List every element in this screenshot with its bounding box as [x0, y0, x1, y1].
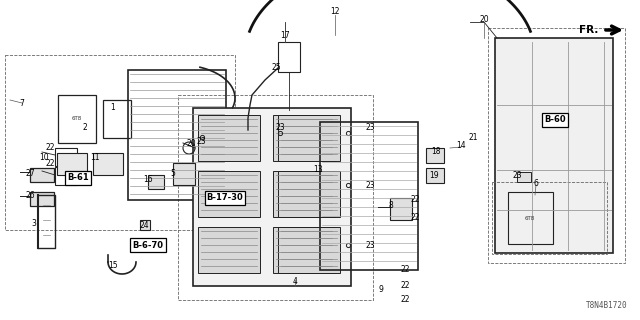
- Text: 22: 22: [410, 196, 420, 204]
- Text: 2: 2: [83, 124, 88, 132]
- Bar: [173, 163, 195, 185]
- Bar: [128, 70, 226, 200]
- Bar: [273, 171, 335, 217]
- Text: 23: 23: [365, 241, 375, 250]
- Text: B-17-30: B-17-30: [207, 194, 243, 203]
- Bar: [193, 108, 351, 286]
- Text: 18: 18: [431, 148, 441, 156]
- Bar: [278, 42, 300, 72]
- Text: 5: 5: [171, 169, 175, 178]
- Bar: [278, 115, 340, 161]
- Text: 16: 16: [143, 174, 153, 183]
- Text: 22: 22: [45, 142, 55, 151]
- Text: FR.: FR.: [579, 25, 598, 35]
- Bar: [178, 95, 373, 300]
- Bar: [30, 168, 54, 182]
- Text: 22: 22: [400, 281, 410, 290]
- Bar: [278, 227, 340, 273]
- Bar: [517, 172, 531, 182]
- Bar: [278, 171, 340, 217]
- Bar: [30, 192, 54, 206]
- Bar: [198, 115, 260, 161]
- Text: 6: 6: [534, 179, 538, 188]
- Bar: [495, 38, 613, 253]
- Text: 15: 15: [108, 260, 118, 269]
- Text: 22: 22: [400, 295, 410, 305]
- Text: 11: 11: [90, 153, 100, 162]
- Text: 12: 12: [330, 7, 340, 17]
- Bar: [57, 153, 87, 175]
- Bar: [5, 55, 235, 230]
- Text: 10: 10: [39, 153, 49, 162]
- Text: 3: 3: [31, 220, 36, 228]
- Text: 20: 20: [479, 15, 489, 25]
- Bar: [55, 167, 77, 185]
- Bar: [198, 227, 260, 273]
- Bar: [320, 122, 418, 270]
- Text: 25: 25: [271, 62, 281, 71]
- Bar: [198, 171, 260, 217]
- Bar: [273, 115, 335, 161]
- Bar: [508, 192, 553, 244]
- Bar: [273, 227, 335, 273]
- Text: 6T8: 6T8: [525, 215, 535, 220]
- Bar: [426, 148, 444, 163]
- Text: 23: 23: [365, 180, 375, 189]
- Bar: [140, 220, 150, 230]
- Text: 4: 4: [292, 277, 298, 286]
- Text: 23: 23: [196, 138, 206, 147]
- Bar: [93, 153, 123, 175]
- Text: 24: 24: [139, 221, 149, 230]
- Text: 23: 23: [275, 124, 285, 132]
- Bar: [55, 148, 77, 166]
- Text: 1: 1: [111, 103, 115, 113]
- Text: B-60: B-60: [544, 116, 566, 124]
- Bar: [103, 100, 131, 138]
- Text: 7: 7: [20, 99, 24, 108]
- Text: T8N4B1720: T8N4B1720: [586, 301, 628, 310]
- Text: 21: 21: [468, 133, 477, 142]
- Text: 20: 20: [186, 139, 196, 148]
- Text: 14: 14: [456, 140, 466, 149]
- Text: 22: 22: [45, 158, 55, 167]
- Text: 26: 26: [25, 191, 35, 201]
- Text: 8: 8: [388, 201, 394, 210]
- Text: 13: 13: [313, 165, 323, 174]
- Bar: [488, 28, 625, 263]
- Text: B-6-70: B-6-70: [132, 241, 163, 250]
- Text: 22: 22: [410, 213, 420, 222]
- Text: 17: 17: [280, 30, 290, 39]
- Text: 23: 23: [365, 124, 375, 132]
- Text: B-61: B-61: [67, 173, 89, 182]
- Bar: [58, 95, 96, 143]
- Bar: [492, 182, 607, 254]
- Text: 6T8: 6T8: [72, 116, 82, 122]
- Bar: [390, 198, 412, 220]
- Text: 27: 27: [25, 169, 35, 178]
- Text: 22: 22: [400, 266, 410, 275]
- Bar: [426, 168, 444, 183]
- Text: 19: 19: [429, 171, 439, 180]
- Bar: [148, 175, 164, 189]
- Text: 9: 9: [379, 285, 383, 294]
- Text: 23: 23: [512, 171, 522, 180]
